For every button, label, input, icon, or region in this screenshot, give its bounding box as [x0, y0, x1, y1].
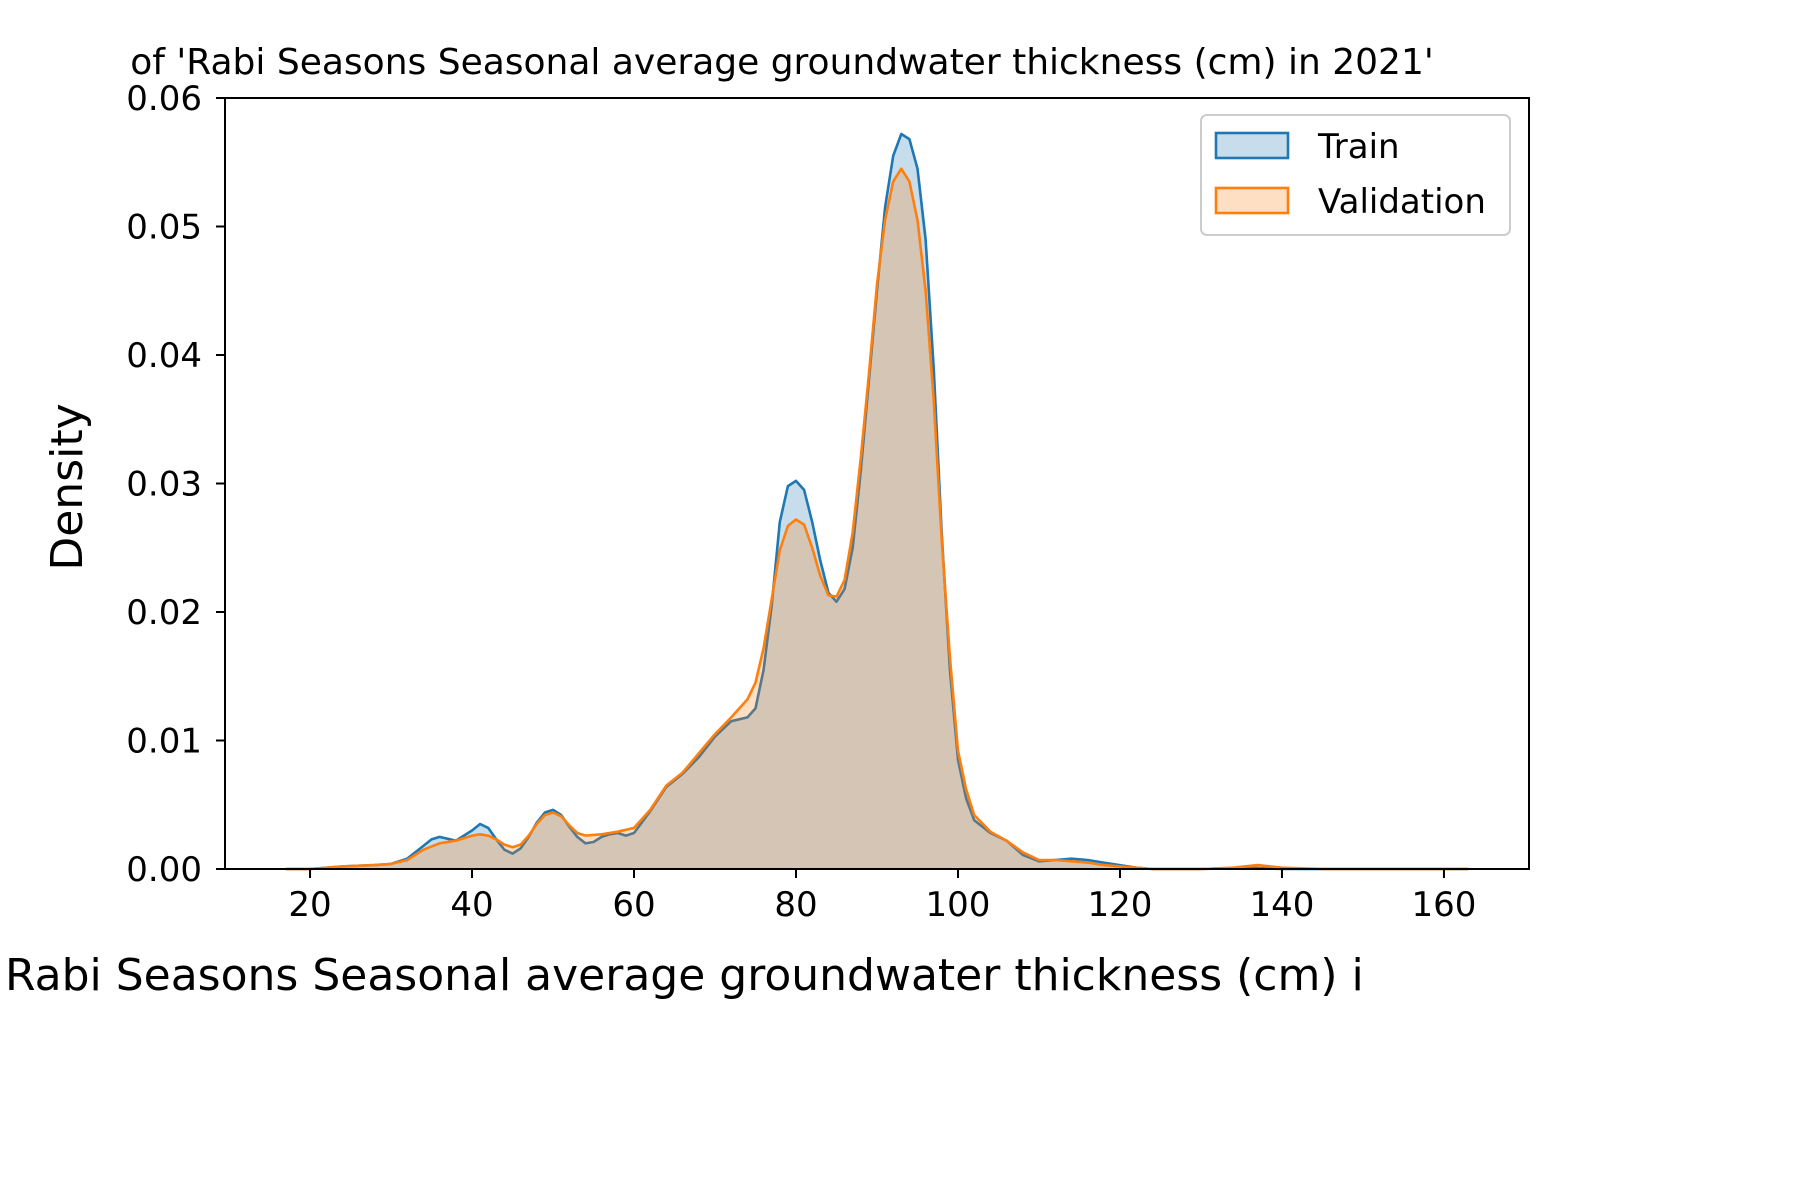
series-line-validation [285, 167, 1469, 871]
density-chart: of 'Rabi Seasons Seasonal average ground… [5, 42, 1530, 1001]
y-tick-label: 0.01 [126, 722, 202, 762]
x-tick-label: 80 [774, 885, 817, 925]
x-tick-label: 140 [1250, 885, 1315, 925]
x-tick-label: 120 [1088, 885, 1153, 925]
x-tick-label: 20 [288, 885, 331, 925]
y-tick-label: 0.05 [126, 208, 202, 248]
x-axis-label: Rabi Seasons Seasonal average groundwate… [5, 950, 1364, 1001]
y-tick-label: 0.00 [126, 850, 202, 890]
plot-area [224, 97, 1530, 871]
x-tick-label: 160 [1412, 885, 1477, 925]
series-area-validation [285, 168, 1469, 869]
y-tick-label: 0.02 [126, 593, 202, 633]
y-tick-label: 0.06 [126, 79, 202, 119]
legend-label-validation: Validation [1318, 182, 1486, 222]
series-area-train [285, 134, 1469, 869]
legend: Train Validation [1200, 114, 1511, 236]
y-tick-label: 0.03 [126, 465, 202, 505]
legend-box [1200, 114, 1511, 236]
legend-label-train: Train [1317, 127, 1400, 167]
chart-title: of 'Rabi Seasons Seasonal average ground… [130, 42, 1434, 83]
x-tick-label: 40 [450, 885, 493, 925]
y-axis: 0.00 0.01 0.02 0.03 0.04 0.05 0.06 [126, 79, 225, 890]
x-tick-label: 60 [612, 885, 655, 925]
y-tick-label: 0.04 [126, 336, 202, 376]
y-axis-label: Density [42, 403, 93, 570]
legend-swatch-validation [1214, 186, 1290, 215]
legend-swatch-train [1214, 131, 1290, 160]
x-axis: 20 40 60 80 100 120 140 160 [288, 869, 1476, 925]
x-tick-label: 100 [926, 885, 991, 925]
